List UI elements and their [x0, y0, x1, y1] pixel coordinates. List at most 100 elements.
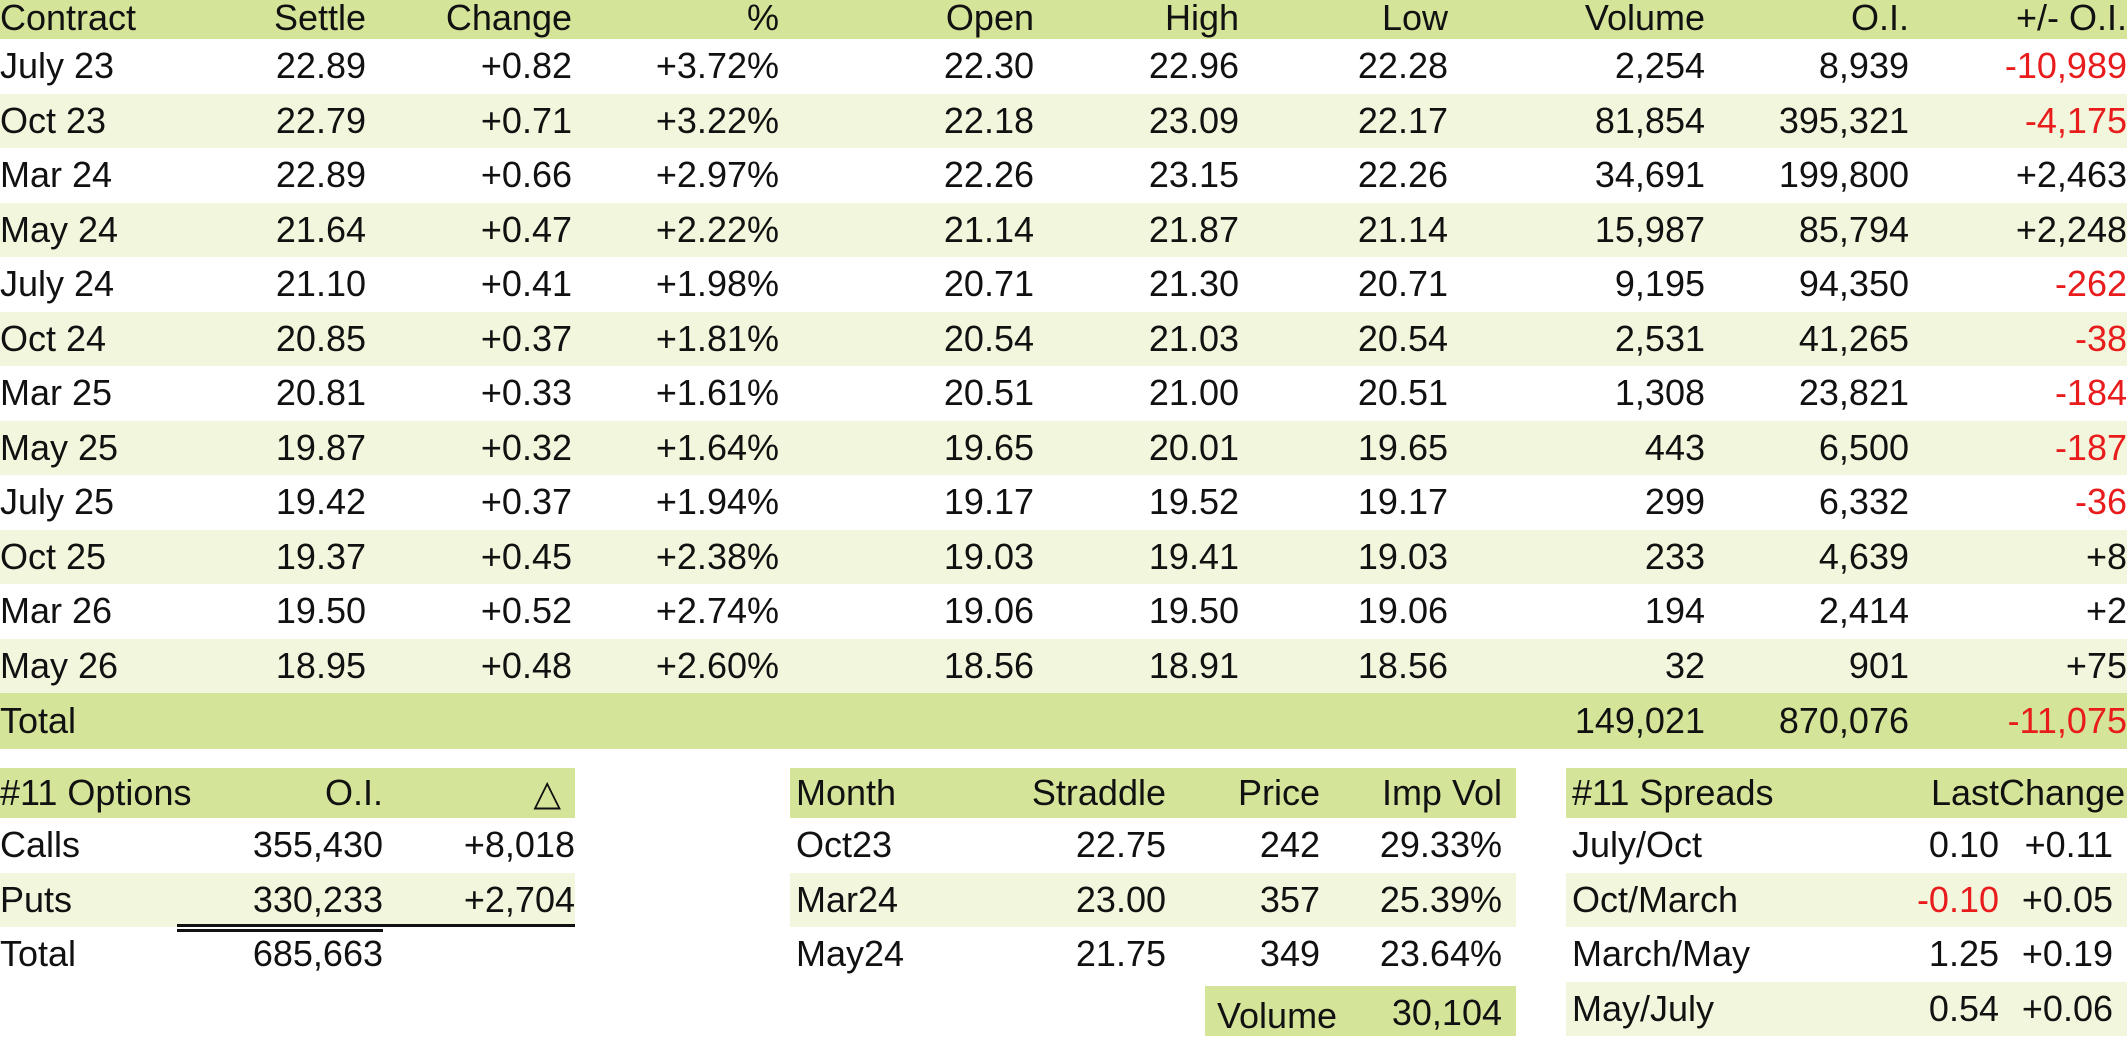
- col-header-oi: O.I.: [1705, 0, 1909, 39]
- futures-cell-low: 19.03: [1239, 529, 1448, 584]
- futures-cell-volume: 299: [1644, 481, 1705, 523]
- spread-label: May/July: [1566, 981, 1802, 1036]
- futures-cell-pct: +2.74%: [655, 590, 779, 632]
- futures-cell-open: 20.51: [943, 372, 1034, 414]
- straddle-table: Month Straddle Price Imp Vol Oct23 22.75…: [790, 768, 1516, 982]
- options-header-oi: O.I.: [177, 768, 383, 818]
- futures-cell-high: 23.15: [1148, 154, 1239, 196]
- futures-cell-change: +0.66: [480, 154, 572, 196]
- futures-cell-open: 18.56: [779, 638, 1034, 693]
- futures-row: May 25 19.87 +0.32 +1.64% 19.65 20.01 19.65 443…: [0, 420, 2127, 475]
- futures-cell-oi-change: -10,989: [2004, 45, 2127, 87]
- futures-cell-volume: 81,854: [1448, 93, 1705, 148]
- col-header-change: Change: [366, 0, 572, 39]
- futures-cell-open: 22.18: [779, 93, 1034, 148]
- futures-cell-contract: Oct 23: [0, 93, 130, 148]
- straddle-volume-box: Volume 30,104: [1205, 986, 1516, 1036]
- straddle-row: Mar24 23.00 357 25.39%: [790, 872, 1516, 927]
- futures-cell-settle: 20.81: [275, 372, 366, 414]
- futures-row: Oct 24 20.85 +0.37 +1.81% 20.54 21.03 20.54 2,5…: [0, 311, 2127, 366]
- futures-cell-change: +0.33: [480, 372, 572, 414]
- straddle-row: Oct23 22.75 242 29.33%: [790, 818, 1516, 873]
- futures-cell-low: 21.14: [1239, 202, 1448, 257]
- spreads-header-label: #11 Spreads: [1566, 768, 1802, 818]
- futures-cell-open: 19.65: [779, 420, 1034, 475]
- futures-cell-oi: 199,800: [1778, 154, 1909, 196]
- options-row-delta: [383, 927, 575, 982]
- futures-cell-volume: 233: [1448, 529, 1705, 584]
- options-row-label: Puts: [0, 872, 177, 927]
- options-row-label: Total: [0, 933, 77, 975]
- spread-last: 0.10: [1928, 824, 1999, 866]
- futures-cell-open: 19.03: [779, 529, 1034, 584]
- col-header-pct: %: [572, 0, 779, 39]
- futures-total-volume: 149,021: [1448, 693, 1705, 749]
- col-header-settle: Settle: [130, 0, 366, 39]
- futures-total-blank: [1034, 693, 1239, 749]
- futures-cell-change: +0.37: [480, 481, 572, 523]
- futures-cell-high: 18.91: [1034, 638, 1239, 693]
- futures-cell-open: 19.06: [943, 590, 1034, 632]
- futures-cell-high: 23.09: [1034, 93, 1239, 148]
- futures-cell-settle: 21.64: [130, 202, 366, 257]
- options-row-oi: 685,663: [252, 933, 383, 975]
- futures-cell-contract: May 25: [0, 420, 130, 475]
- futures-cell-pct: +1.94%: [655, 481, 779, 523]
- futures-row: Mar 26 19.50 +0.52 +2.74% 19.06 19.50 19.06 194…: [0, 584, 2127, 639]
- straddle-header-straddle: Straddle: [920, 768, 1166, 818]
- futures-cell-oi: 2,414: [1818, 590, 1909, 632]
- options-table: #11 Options O.I. △ Calls 355,430 +8,018 …: [0, 768, 575, 982]
- futures-cell-change: +0.47: [366, 202, 572, 257]
- futures-cell-oi-change: -184: [2054, 372, 2127, 414]
- futures-total-blank: [779, 693, 1034, 749]
- futures-cell-settle: 18.95: [130, 638, 366, 693]
- futures-cell-oi: 41,265: [1705, 311, 1909, 366]
- futures-cell-high: 21.03: [1034, 311, 1239, 366]
- col-header-volume: Volume: [1448, 0, 1705, 39]
- futures-cell-contract: Mar 25: [0, 372, 113, 414]
- futures-cell-open: 22.30: [943, 45, 1034, 87]
- futures-cell-change: +0.48: [366, 638, 572, 693]
- options-header-delta: △: [383, 768, 575, 818]
- spread-change: +0.19: [2021, 933, 2113, 975]
- futures-cell-oi-change: -262: [2054, 263, 2127, 305]
- futures-cell-volume: 34,691: [1594, 154, 1705, 196]
- spread-row: March/May 1.25 +0.19: [1566, 927, 2127, 982]
- futures-total-row: Total 149,021 870,076 -11,075: [0, 693, 2127, 749]
- futures-cell-oi-change: +2,463: [2015, 154, 2127, 196]
- futures-cell-contract: May 26: [0, 638, 130, 693]
- options-row-oi: 355,430: [252, 824, 383, 866]
- futures-cell-pct: +2.97%: [655, 154, 779, 196]
- options-row-oi: 330,233: [177, 872, 383, 927]
- futures-cell-volume: 194: [1644, 590, 1705, 632]
- futures-cell-open: 19.17: [943, 481, 1034, 523]
- futures-row: May 24 21.64 +0.47 +2.22% 21.14 21.87 21.14 15,…: [0, 202, 2127, 257]
- futures-cell-oi: 94,350: [1798, 263, 1909, 305]
- futures-cell-settle: 22.89: [275, 45, 366, 87]
- futures-cell-contract: July 25: [0, 481, 115, 523]
- futures-total-blank: [130, 693, 366, 749]
- straddle-value: 22.75: [1075, 824, 1166, 866]
- futures-cell-high: 22.96: [1148, 45, 1239, 87]
- futures-cell-volume: 443: [1448, 420, 1705, 475]
- futures-cell-pct: +2.38%: [572, 529, 779, 584]
- futures-header-row: Contract Settle Change % Open High Low V…: [0, 0, 2127, 39]
- futures-cell-contract: July 23: [0, 45, 115, 87]
- futures-cell-low: 22.28: [1357, 45, 1448, 87]
- spreads-header-last: Last: [1802, 768, 1999, 818]
- futures-cell-oi: 395,321: [1705, 93, 1909, 148]
- futures-cell-oi-change: -4,175: [1909, 93, 2127, 148]
- straddle-month: Mar24: [790, 872, 920, 927]
- futures-cell-settle: 22.89: [275, 154, 366, 196]
- futures-cell-settle: 19.50: [275, 590, 366, 632]
- futures-cell-volume: 2,531: [1448, 311, 1705, 366]
- futures-total-blank: [572, 693, 779, 749]
- futures-cell-settle: 22.79: [130, 93, 366, 148]
- futures-cell-settle: 19.42: [275, 481, 366, 523]
- futures-cell-low: 22.17: [1239, 93, 1448, 148]
- col-header-oi-change: +/- O.I.: [1909, 0, 2127, 39]
- col-header-open: Open: [779, 0, 1034, 39]
- col-header-high: High: [1034, 0, 1239, 39]
- futures-cell-contract: July 24: [0, 263, 115, 305]
- futures-cell-low: 20.51: [1357, 372, 1448, 414]
